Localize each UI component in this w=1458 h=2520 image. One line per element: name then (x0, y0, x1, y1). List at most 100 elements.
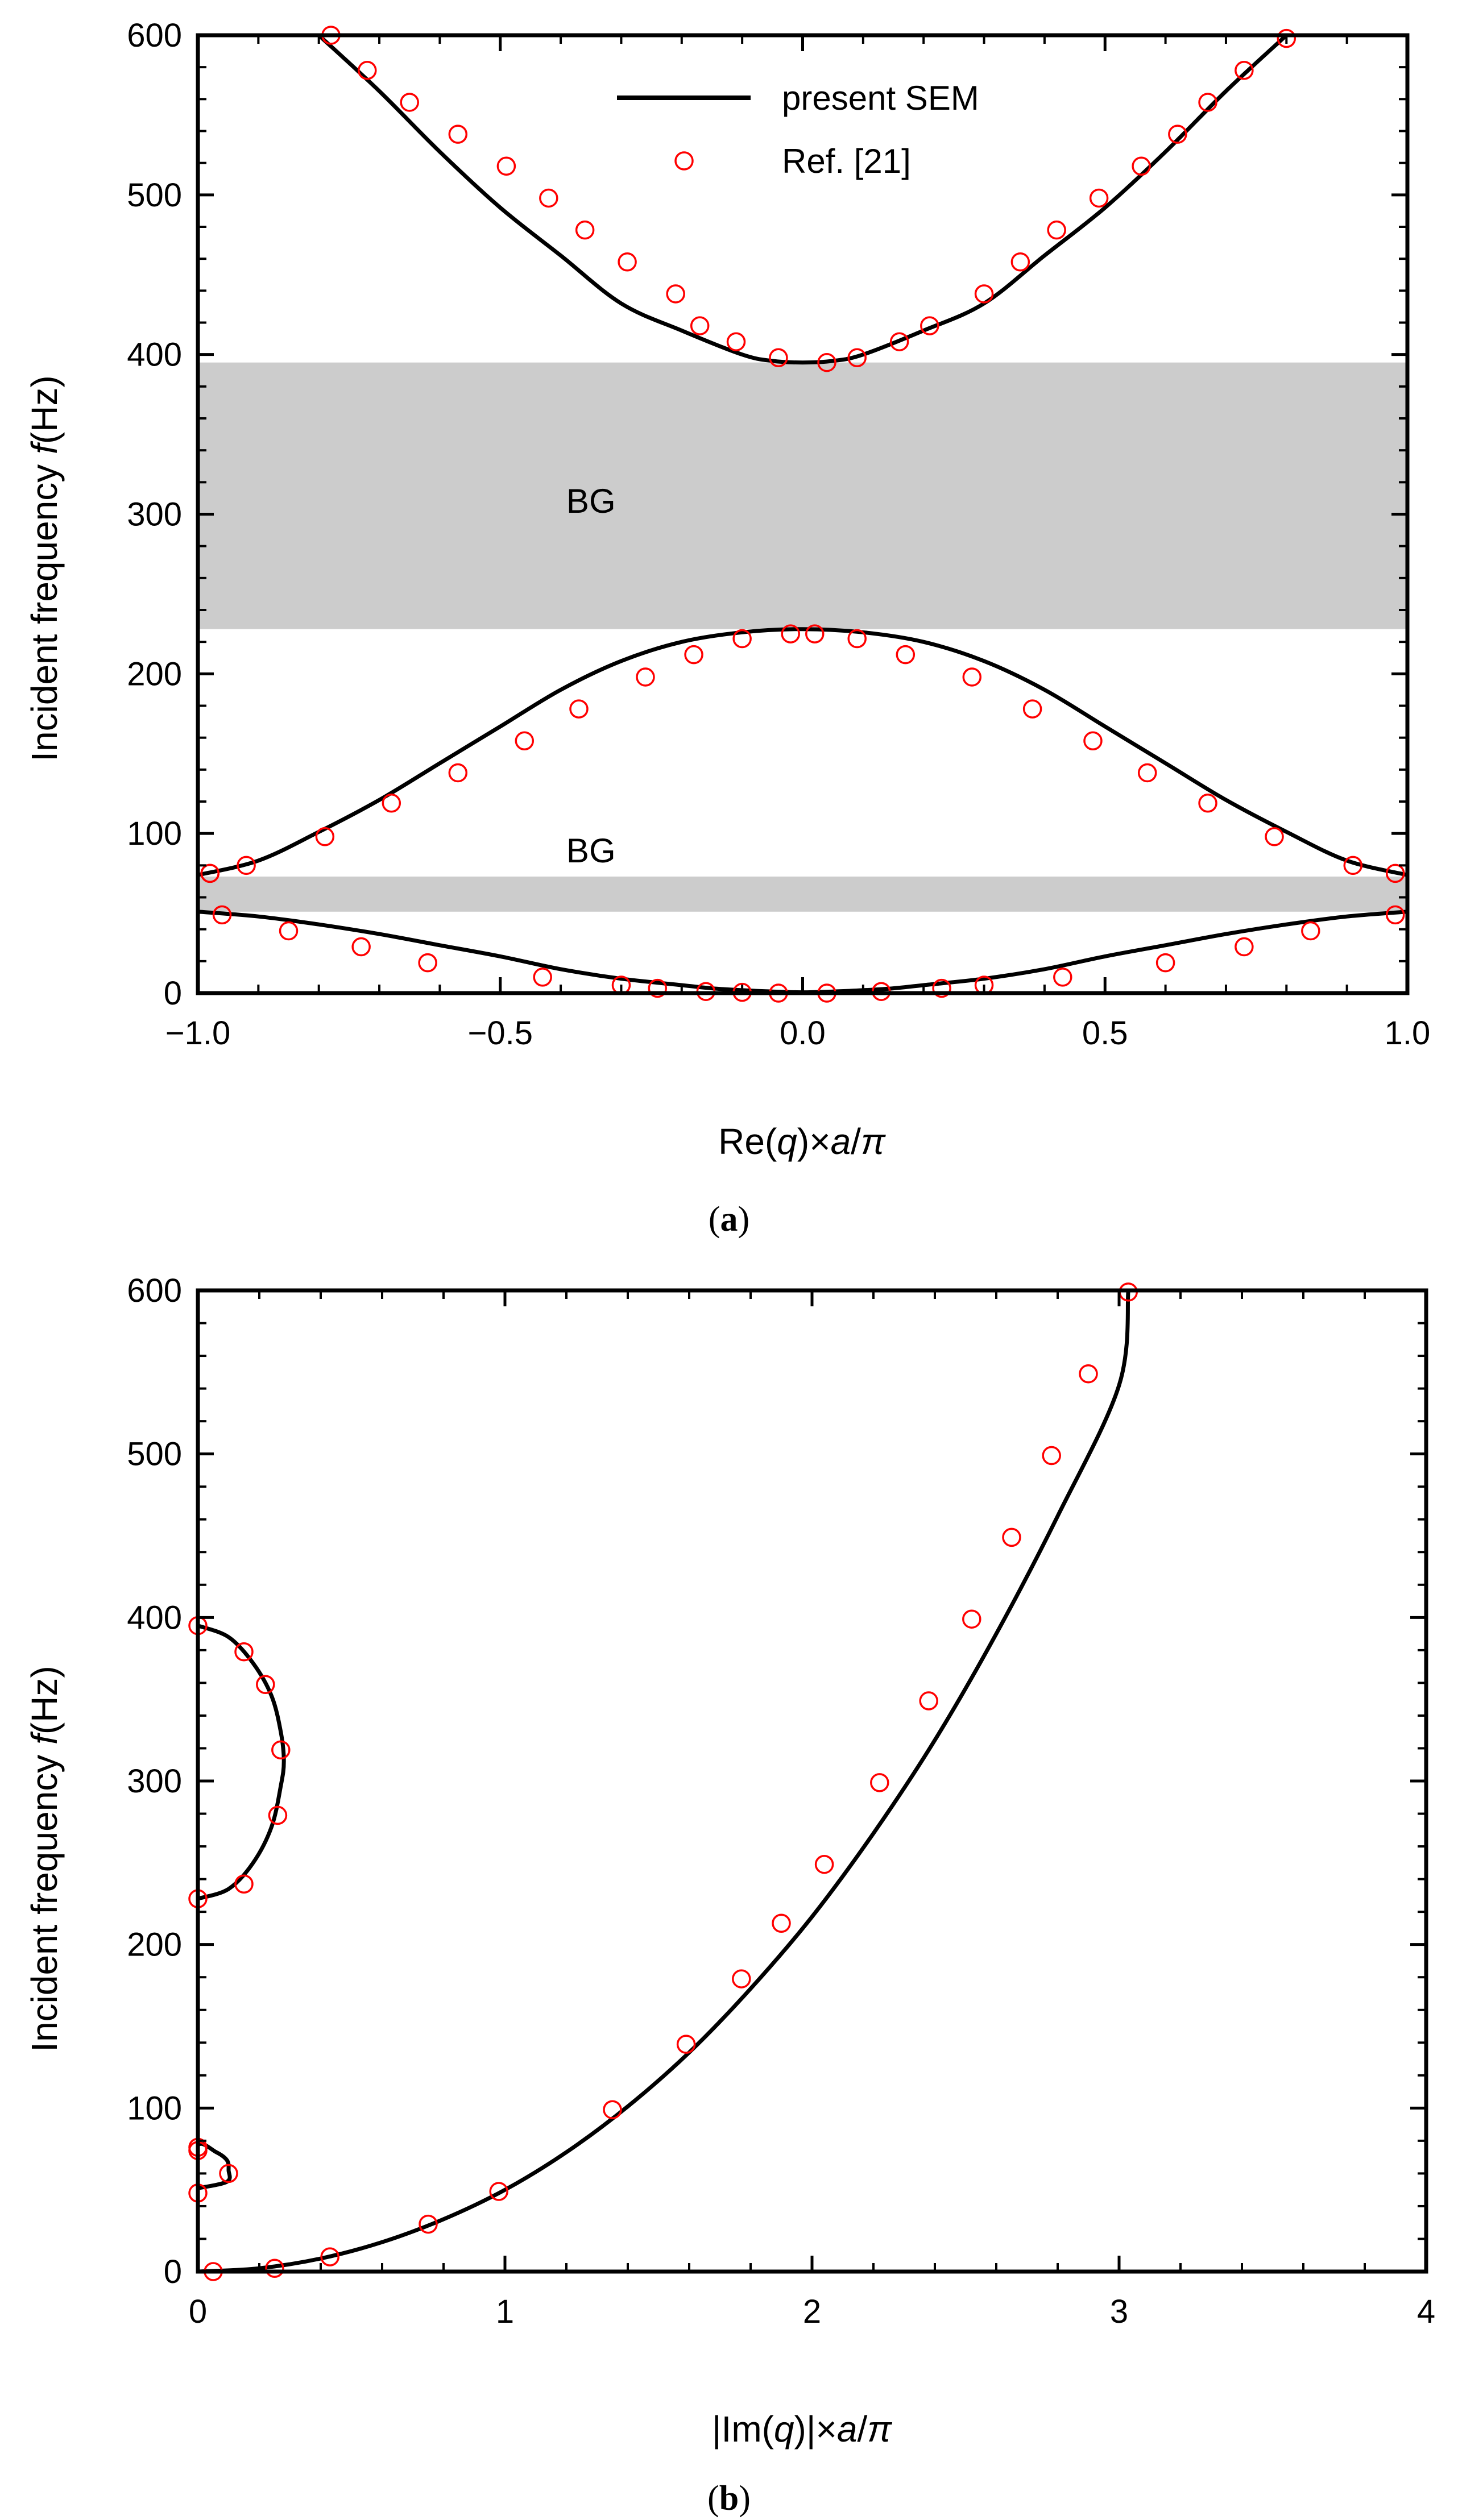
ref-data-point (1079, 1364, 1098, 1384)
band-gap-2 (198, 876, 1407, 912)
sem-curve-branch-1 (198, 1290, 1130, 2272)
sem-curve-branch-2 (198, 627, 1407, 877)
ref-data-point (200, 863, 220, 883)
panel-a-y-axis-label: Incident frequency f(Hz) (24, 375, 65, 761)
ref-data-point (515, 731, 535, 751)
x-tick-label: 1.0 (1385, 1015, 1431, 1052)
xlabel-a: a (837, 2409, 858, 2450)
caption-open: ( (709, 1200, 720, 1239)
ref-data-point (351, 937, 371, 957)
y-tick-label: 500 (127, 177, 182, 214)
sem-curve-branch-3 (317, 35, 1288, 365)
ref-data-point (1002, 1527, 1021, 1547)
ref-data-point (489, 2182, 508, 2201)
caption-open: ( (707, 2479, 719, 2518)
ref-data-point (732, 1969, 751, 1988)
ref-data-point (1132, 156, 1151, 176)
ref-data-point (684, 645, 703, 665)
xlabel-q: q (777, 1121, 797, 1162)
x-tick-label: 3 (1110, 2293, 1128, 2330)
ref-data-point (1198, 93, 1217, 112)
xlabel-slash: / (857, 2409, 867, 2450)
ref-data-point (1235, 61, 1254, 80)
ylabel-prefix: Incident frequency (24, 454, 65, 762)
ref-data-point (268, 1805, 288, 1825)
ref-data-point (932, 978, 951, 998)
band-gap-labels: BG BG (566, 482, 616, 870)
ylabel-unit: (Hz) (24, 375, 65, 444)
ref-data-point (676, 2035, 696, 2054)
ref-data-point (1265, 827, 1284, 846)
y-tick-label: 600 (127, 17, 182, 54)
ref-data-point (1022, 699, 1042, 719)
xlabel-mid: )× (797, 1121, 831, 1162)
panel-b-y-ticks: 0 100 200 300 400 500 600 (127, 1272, 1426, 2290)
ref-data-point (1235, 937, 1254, 957)
y-tick-label: 400 (127, 1599, 182, 1636)
ref-data-point (817, 352, 836, 372)
ref-data-point (805, 624, 825, 644)
ref-data-point (539, 188, 558, 208)
panel-a-x-axis-label: Re(q)×a/π (718, 1121, 886, 1162)
ylabel-prefix: Incident frequency (24, 1745, 65, 2052)
ref-data-point (1053, 968, 1072, 987)
xlabel-mid: )|× (794, 2409, 837, 2450)
x-tick-label: −0.5 (468, 1015, 533, 1052)
xlabel-a: a (831, 1121, 851, 1162)
panel-b-y-axis-label: Incident frequency f(Hz) (24, 1666, 65, 2052)
y-tick-label: 200 (127, 655, 182, 692)
x-tick-label: 0.5 (1082, 1015, 1128, 1052)
sem-curve-branch-3 (198, 1624, 286, 1901)
ref-data-point (1168, 124, 1187, 144)
xlabel-pi: π (861, 1121, 886, 1162)
ylabel-unit: (Hz) (24, 1666, 65, 1734)
x-tick-label: 1 (496, 2293, 514, 2330)
ref-data-point (496, 156, 516, 176)
xlabel-prefix: |Im( (712, 2409, 774, 2450)
ref-data-point (1047, 220, 1066, 240)
ref-data-point (603, 2100, 622, 2119)
panel-b-sem-lines (198, 1290, 1130, 2272)
ref-data-point (271, 1740, 291, 1760)
ref-data-point (1277, 28, 1297, 48)
ref-data-point (769, 348, 788, 368)
ref-data-point (448, 763, 468, 783)
panel-b-caption: (b) (707, 2479, 751, 2518)
ref-data-point (666, 284, 685, 304)
ref-data-point (962, 1609, 981, 1629)
ref-data-point (448, 124, 468, 144)
ref-data-point (234, 1642, 254, 1662)
panel-a-caption: (a) (709, 1200, 749, 1239)
y-tick-label: 0 (164, 975, 182, 1012)
panel-b-x-ticks: 0 1 2 3 4 (189, 1290, 1435, 2330)
y-tick-label: 500 (127, 1436, 182, 1473)
ref-data-point (772, 1913, 791, 1933)
ref-data-point (315, 827, 335, 846)
ref-data-point (219, 2164, 238, 2183)
ref-data-point (1385, 905, 1405, 925)
x-tick-label: 0.0 (780, 1015, 826, 1052)
y-tick-label: 600 (127, 1272, 182, 1309)
caption-close: ) (739, 2479, 751, 2518)
ref-data-point (1301, 921, 1320, 941)
x-tick-label: −1.0 (165, 1015, 231, 1052)
ref-data-point (636, 667, 655, 687)
xlabel-slash: / (851, 1121, 861, 1162)
caption-close: ) (738, 1200, 750, 1239)
ref-data-point (1010, 252, 1030, 272)
y-tick-label: 100 (127, 2090, 182, 2127)
ref-data-point (962, 667, 982, 687)
ref-data-point (648, 978, 668, 998)
y-tick-label: 0 (164, 2253, 182, 2290)
ref-data-point (690, 316, 710, 335)
ref-data-point (237, 856, 256, 875)
ref-data-point (400, 93, 419, 112)
panel-b-ref-markers (188, 1282, 1138, 2281)
panel-a-chart: BG BG −1.0 −0.5 0.0 0.5 1.0 0 100 200 300 400 500 6… (24, 17, 1430, 1239)
y-tick-label: 400 (127, 337, 182, 373)
ref-data-point (1083, 731, 1103, 751)
y-tick-label: 300 (127, 496, 182, 533)
ref-data-point (569, 699, 589, 719)
xlabel-prefix: Re( (718, 1121, 777, 1162)
ref-data-point (870, 1773, 889, 1792)
